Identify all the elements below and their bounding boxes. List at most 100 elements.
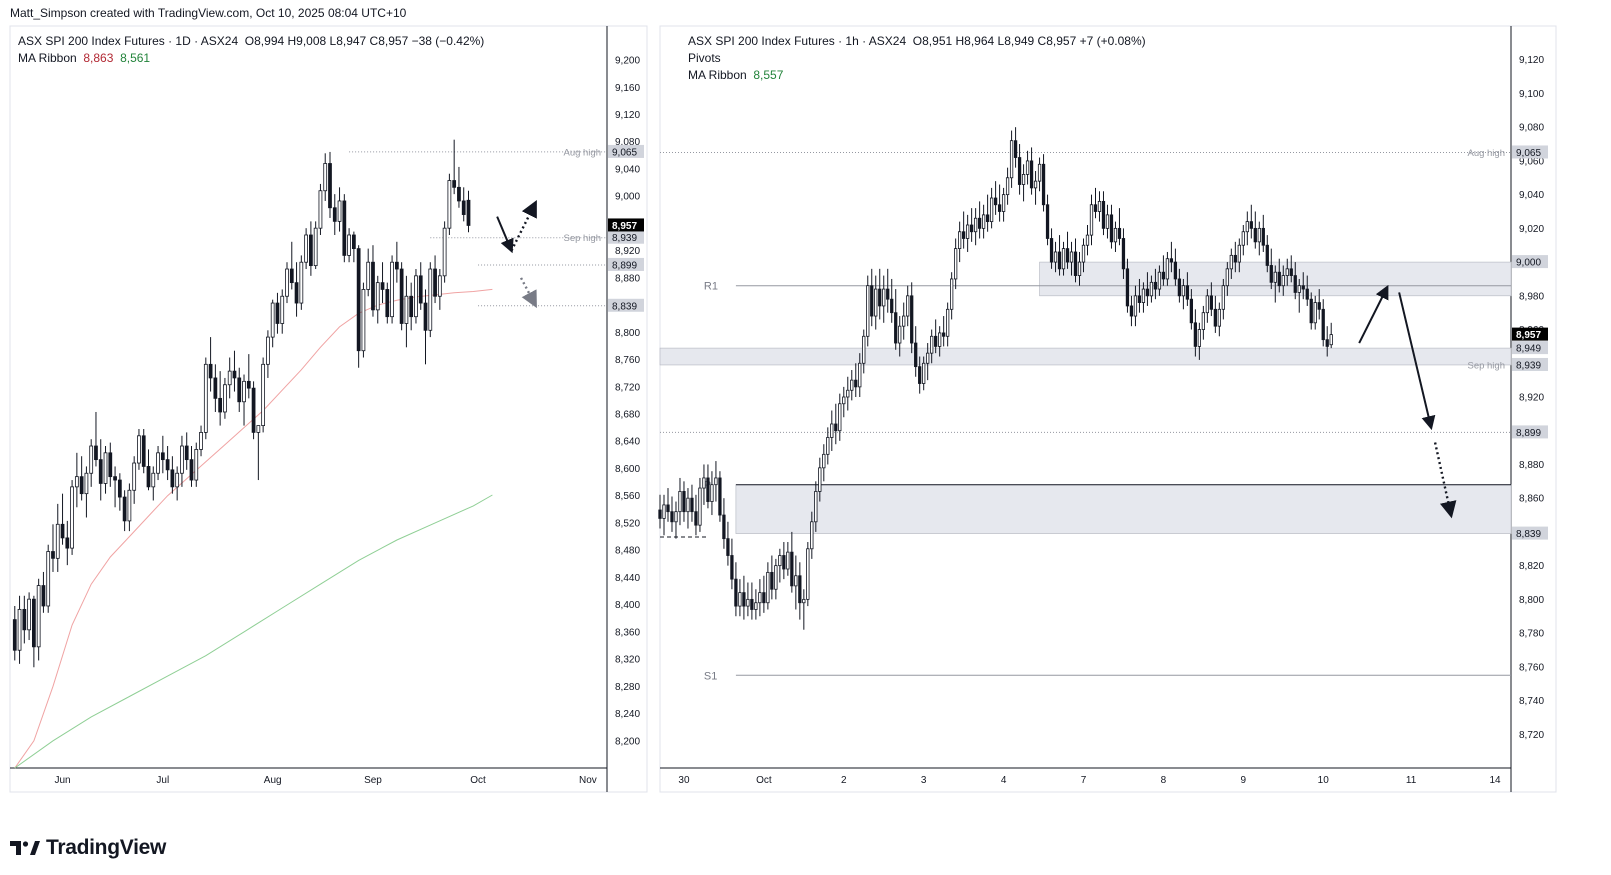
daily-level-tag-label: 9,065: [612, 147, 637, 158]
hourly-candle: [1245, 211, 1249, 246]
hourly-x-tick-label: 10: [1318, 775, 1330, 786]
daily-candle: [117, 473, 122, 511]
daily-projection-arrow: [519, 277, 537, 309]
daily-candle-body: [447, 180, 452, 229]
daily-ma-fast-line: [14, 288, 493, 769]
daily-candle-body: [218, 397, 223, 413]
hourly-candle-body: [1117, 227, 1122, 239]
daily-y-tick-label: 8,920: [615, 246, 640, 257]
hourly-level-tag-label: 8,949: [1516, 344, 1541, 355]
daily-y-tick-label: 8,760: [615, 355, 640, 366]
daily-candle-body: [251, 387, 256, 433]
hourly-candle-body: [1173, 261, 1178, 280]
hourly-candle: [1197, 322, 1202, 360]
daily-candle-body: [280, 295, 285, 324]
hourly-candle: [1077, 251, 1082, 286]
daily-candle-body: [227, 370, 232, 386]
daily-candle-body: [375, 282, 380, 311]
daily-y-tick-label: 8,480: [615, 546, 640, 557]
hourly-candle: [1277, 258, 1281, 293]
hourly-panel-frame: [659, 25, 1557, 793]
hourly-candle: [710, 471, 714, 516]
hourly-legend-title: ASX SPI 200 Index Futures · 1h · ASX24: [688, 34, 907, 48]
daily-candle: [31, 595, 36, 668]
hourly-candle: [1293, 262, 1297, 300]
hourly-candle-body: [1281, 275, 1285, 287]
hourly-candle-body: [1033, 180, 1038, 189]
daily-candle: [409, 282, 414, 331]
daily-candle-body: [89, 445, 94, 474]
hourly-level-tag-label: 8,899: [1516, 428, 1541, 439]
hourly-candle-body: [1313, 302, 1317, 324]
daily-candle: [366, 248, 371, 297]
hourly-candle-body: [1237, 244, 1241, 263]
daily-candle-body: [294, 282, 299, 304]
daily-y-tick-label: 9,040: [615, 164, 640, 175]
daily-candle: [180, 435, 184, 487]
hourly-candle: [954, 238, 958, 290]
hourly-last-price-label: 8,957: [1516, 330, 1541, 341]
hourly-candle: [726, 521, 730, 566]
daily-candle: [175, 466, 180, 501]
hourly-candle: [1137, 278, 1142, 313]
hourly-candle-body: [1049, 238, 1054, 263]
hourly-candle: [714, 461, 718, 502]
daily-candle-body: [256, 425, 261, 433]
hourly-y-tick-label: 8,980: [1519, 291, 1544, 302]
hourly-candle-body: [874, 288, 878, 317]
daily-candle: [203, 357, 208, 440]
daily-legend-title: ASX SPI 200 Index Futures · 1D · ASX24: [18, 34, 239, 48]
daily-candle: [84, 466, 89, 518]
daily-candle: [437, 269, 442, 310]
daily-candle-body: [113, 476, 117, 481]
hourly-candle: [1141, 282, 1146, 313]
hourly-candle: [930, 329, 934, 364]
hourly-candle-body: [770, 571, 774, 590]
daily-candle: [457, 166, 461, 208]
hourly-candle: [758, 579, 762, 617]
daily-candle-body: [151, 472, 156, 488]
hourly-candle: [1301, 272, 1305, 300]
daily-candle: [351, 231, 356, 263]
hourly-candle-body: [1249, 221, 1253, 229]
hourly-candle-body: [918, 366, 922, 384]
daily-y-tick-label: 8,800: [615, 328, 640, 339]
hourly-candle-body: [662, 504, 666, 519]
hourly-candle-body: [818, 467, 822, 492]
hourly-candle: [1225, 262, 1229, 296]
daily-legend-ohlc: O8,994 H9,008 L8,947 C8,957 −38 (−0.42%): [244, 34, 485, 48]
hourly-candle: [1281, 265, 1285, 296]
hourly-candle-body: [989, 197, 994, 223]
daily-candle-body: [156, 452, 160, 474]
hourly-chart-panel: 9,1209,1009,0809,0609,0409,0208,9808,960…: [658, 25, 1557, 793]
hourly-candle-body: [1293, 275, 1297, 293]
hourly-candle: [1081, 238, 1086, 273]
hourly-candle: [810, 511, 814, 559]
daily-candle-body: [466, 199, 471, 226]
hourly-candle: [834, 403, 838, 445]
hourly-candle-body: [834, 423, 838, 432]
daily-candle: [36, 578, 41, 661]
daily-chart-panel: 9,2009,1609,1209,0809,0409,0008,9608,920…: [9, 25, 648, 793]
daily-candle-body: [165, 459, 170, 471]
hourly-candle-body: [997, 204, 1002, 212]
hourly-candle-body: [1297, 285, 1301, 293]
hourly-y-tick-label: 8,740: [1519, 696, 1544, 707]
daily-candle: [380, 262, 385, 304]
daily-candle-body: [17, 608, 22, 651]
tradingview-brand-text: TradingView: [46, 836, 167, 859]
daily-candle: [46, 544, 51, 613]
hourly-candle: [1209, 282, 1213, 317]
daily-candle: [165, 446, 170, 481]
daily-candle: [423, 289, 428, 365]
daily-candle-body: [361, 289, 366, 352]
hourly-candle: [1201, 305, 1206, 340]
hourly-pivot-label: S1: [704, 670, 717, 682]
daily-level-tag: [608, 257, 644, 271]
daily-y-tick-label: 9,080: [615, 137, 640, 148]
hourly-candle-body: [802, 598, 806, 604]
daily-candle-body: [137, 435, 141, 464]
daily-candle: [394, 241, 399, 283]
hourly-candle-body: [774, 565, 778, 590]
